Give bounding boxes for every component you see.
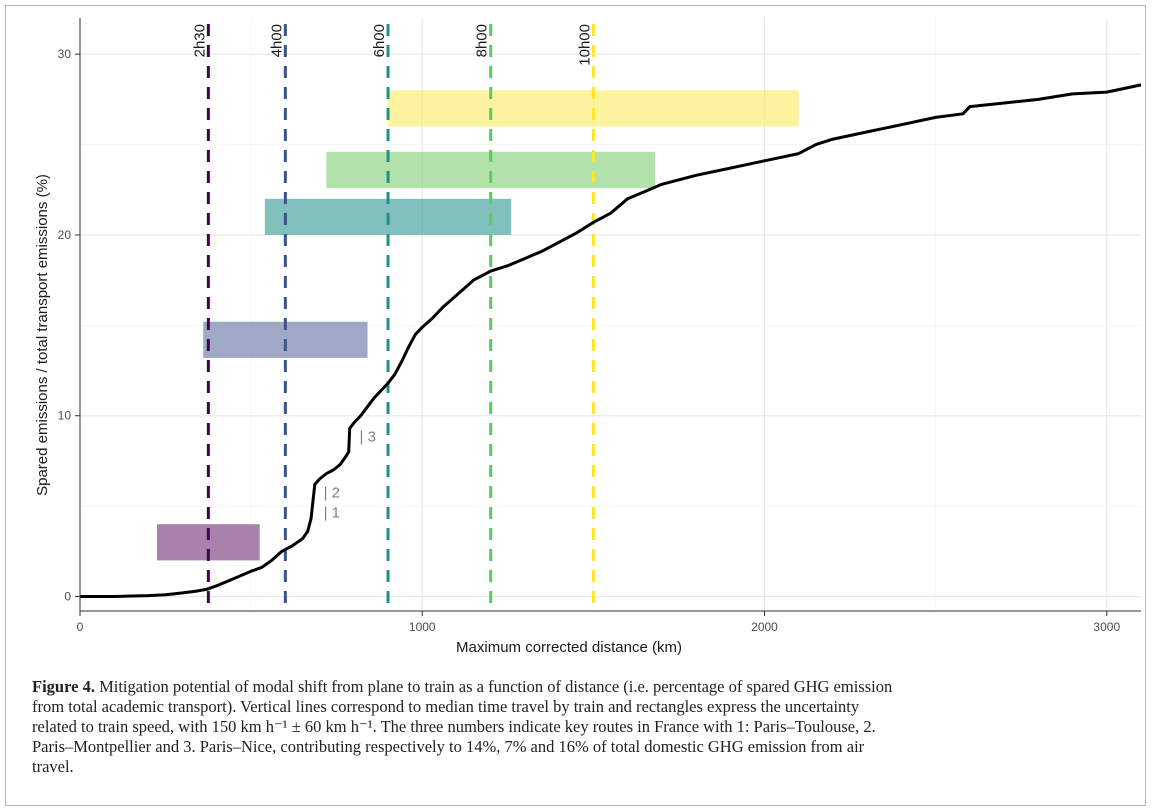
route-label-2: | 2 — [324, 485, 340, 502]
x-tick-label: 0 — [77, 620, 84, 634]
caption-line-4: Paris–Montpellier and 3. Paris–Nice, con… — [32, 737, 865, 756]
caption-figure-label: Figure 4. — [32, 677, 95, 696]
vline-label-4h00: 4h00 — [268, 24, 285, 57]
chart-plot: 2h30 4h00 6h00 8h00 10h00 | 1| 2| 3 0 1000 200… — [34, 18, 1142, 656]
figure-frame: 2h30 4h00 6h00 8h00 10h00 | 1 | 2 | 3 0 1000 200… — [5, 5, 1146, 806]
uncertainty-rectangles — [157, 90, 799, 561]
x-tick-label: 3000 — [1093, 620, 1120, 634]
y-tick-label: 10 — [58, 409, 72, 423]
figure-caption: Figure 4. Mitigation potential of modal … — [32, 677, 1132, 777]
caption-line-2: from total academic transport). Vertical… — [32, 697, 860, 716]
x-tick-label: 1000 — [409, 620, 436, 634]
caption-line-1: Mitigation potential of modal shift from… — [94, 677, 893, 696]
travel-time-lines: 2h30 4h00 6h00 8h00 10h00 — [191, 24, 595, 611]
caption-line-5: travel. — [32, 757, 74, 776]
route-label-1: | 1 — [324, 505, 340, 522]
vline-label-10h00: 10h00 — [576, 24, 593, 66]
y-tick-label: 0 — [64, 590, 71, 604]
y-tick-label: 30 — [58, 47, 72, 61]
route-label-3: | 3 — [360, 429, 376, 446]
x-tick-label: 2000 — [751, 620, 778, 634]
emission-curve — [80, 83, 1142, 598]
y-tick-label: 20 — [58, 228, 72, 242]
caption-line-3: related to train speed, with 150 km h⁻¹ … — [32, 717, 876, 736]
vline-label-6h00: 6h00 — [371, 24, 388, 57]
x-axis-title: Maximum corrected distance (km) — [456, 639, 682, 656]
axis-layer: 0 1000 2000 3000 0 10 20 30 — [58, 18, 1141, 634]
vline-label-2h30: 2h30 — [191, 24, 208, 57]
y-axis-title: Spared emissions / total transport emiss… — [34, 174, 51, 496]
route-labels: | 1 | 2 | 3 — [324, 429, 376, 522]
emission-curve-layer — [80, 83, 1142, 598]
vline-label-8h00: 8h00 — [474, 24, 491, 57]
